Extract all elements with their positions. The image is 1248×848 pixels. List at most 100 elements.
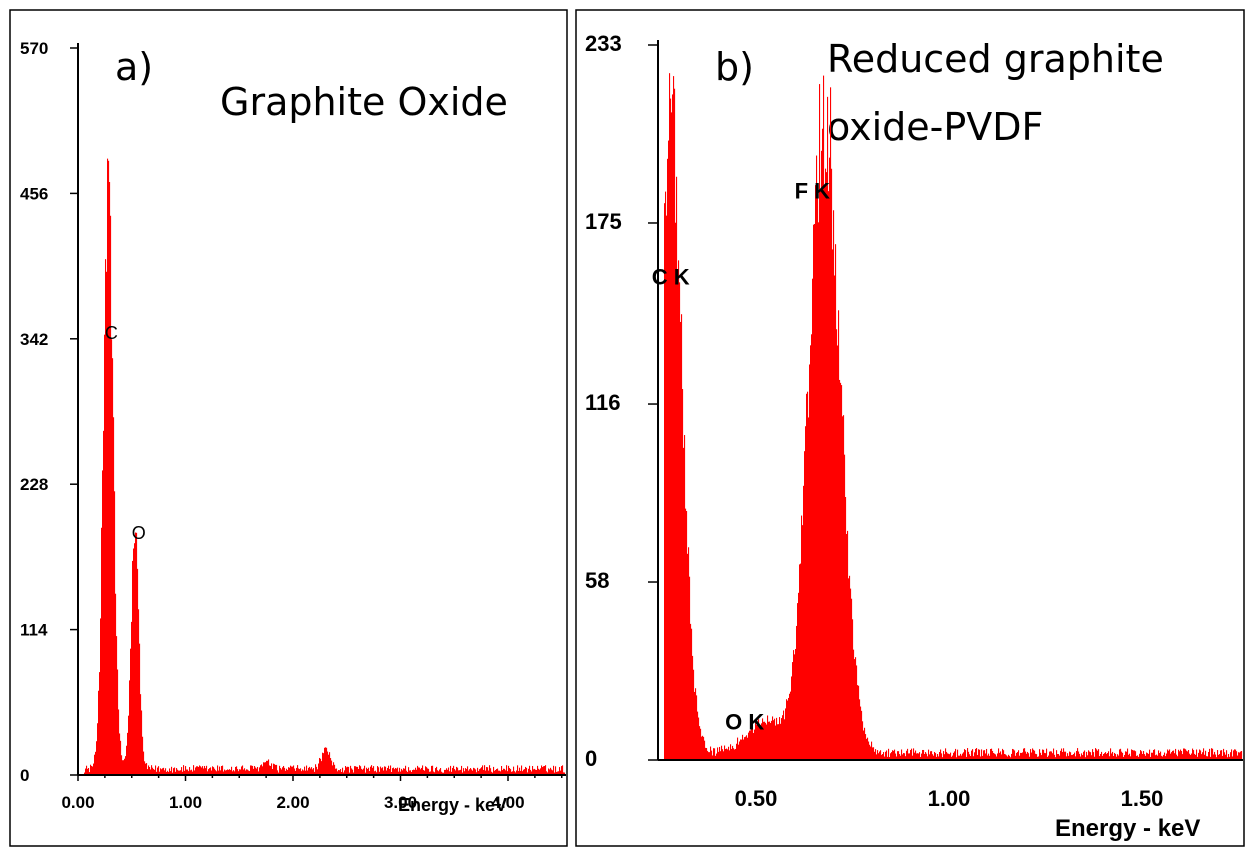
panel-b-spectrum-bar: [758, 719, 760, 760]
panel-a-spectrum-bar: [468, 770, 470, 775]
panel-b-spectrum-bar: [1097, 750, 1099, 760]
panel-b-spectrum-bar: [838, 310, 840, 760]
panel-b-spectrum-bar: [997, 753, 999, 760]
panel-b-spectrum-bar: [941, 753, 943, 760]
panel-a-spectrum-bar: [411, 772, 413, 775]
panel-a-spectrum-bar: [415, 767, 417, 775]
panel-b-spectrum-bar: [1133, 750, 1135, 760]
panel-a-spectrum-bar: [458, 770, 460, 775]
panel-a-spectrum-bar: [513, 766, 515, 775]
panel-b-spectrum-bar: [767, 715, 769, 760]
panel-a-spectrum-bar: [525, 766, 527, 775]
panel-b-spectrum-bar: [1203, 748, 1205, 760]
panel-a-x-tick-label: 3.00: [384, 793, 417, 812]
panel-b-spectrum-bar: [811, 334, 813, 760]
panel-a-spectrum-bar: [561, 766, 563, 775]
panel-b-spectrum-bar: [1224, 752, 1226, 760]
panel-a-spectrum-bar: [540, 768, 542, 775]
panel-b-spectrum-bar: [782, 715, 784, 760]
panel-b-spectrum-bar: [1125, 751, 1127, 760]
panel-b-spectrum-bar: [962, 753, 964, 760]
panel-a-spectrum-bar: [142, 736, 144, 775]
panel-a-spectrum-bar: [470, 768, 472, 775]
panel-b-spectrum-bar: [718, 751, 720, 760]
panel-b-y-tick-label: 116: [585, 390, 621, 415]
panel-b-spectrum-bar: [1148, 753, 1150, 760]
panel-a-spectrum-bar: [234, 771, 236, 775]
panel-b-spectrum-bar: [1117, 754, 1119, 760]
panel-b-spectrum-bar: [1237, 755, 1239, 760]
panel-b-spectrum-bar: [665, 191, 667, 760]
panel-a-spectrum-bar: [454, 769, 456, 775]
panel-a-spectrum-bar: [446, 768, 448, 775]
panel-a-spectrum-bar: [300, 768, 302, 775]
panel-b-spectrum-bar: [1233, 750, 1235, 760]
panel-b-spectrum-bar: [810, 345, 812, 760]
panel-a-spectrum-bar: [443, 772, 445, 775]
panel-b-spectrum-bar: [1158, 750, 1160, 760]
panel-b-spectrum-bar: [698, 717, 700, 760]
panel-b-spectrum-bar: [1099, 756, 1101, 760]
panel-b-spectrum-bar: [1172, 750, 1174, 760]
panel-b-spectrum-bar: [1085, 757, 1087, 760]
panel-a-spectrum-bar: [559, 767, 561, 775]
panel-b-spectrum-bar: [1109, 756, 1111, 760]
panel-a-spectrum-bar: [460, 769, 462, 775]
panel-b-spectrum-bar: [1207, 756, 1209, 760]
panel-a-spectrum-bar: [538, 768, 540, 775]
panel-b-spectrum-bar: [1160, 751, 1162, 760]
panel-b-spectrum-bar: [903, 753, 905, 760]
panel-a-spectrum-bar: [377, 766, 379, 775]
panel-b-spectrum-bar: [894, 749, 896, 760]
panel-a-spectrum-bar: [237, 769, 239, 775]
panel-a-spectrum-bar: [319, 757, 321, 775]
panel-a-spectrum-bar: [509, 768, 511, 775]
panel-b-spectrum-bar: [1091, 755, 1093, 760]
panel-a-spectrum-bar: [440, 768, 442, 775]
panel-b-spectrum-bar: [1132, 750, 1134, 760]
panel-b-spectrum-bar: [671, 112, 673, 760]
panel-b-spectrum-bar: [845, 496, 847, 760]
panel-b-spectrum-bar: [1211, 748, 1213, 760]
panel-b-spectrum-bar: [1139, 753, 1141, 760]
panel-a-spectrum-bar: [204, 765, 206, 775]
panel-a-spectrum-bar: [146, 763, 148, 775]
panel-b-spectrum-bar: [763, 721, 765, 760]
panel-b-y-tick-label: 0: [585, 746, 597, 771]
panel-a-spectrum-bar: [326, 747, 328, 775]
panel-a-spectrum-bar: [339, 770, 341, 775]
panel-b-y-tick-label: 58: [585, 568, 609, 593]
panel-b-spectrum-bar: [857, 685, 859, 760]
panel-a-spectrum-bar: [124, 758, 126, 775]
panel-a-spectrum-bar: [327, 751, 329, 775]
panel-a-spectrum-bar: [97, 723, 99, 775]
panel-b-spectrum-bar: [1000, 751, 1002, 760]
panel-b-spectrum-bar: [1122, 752, 1124, 760]
panel-a-spectrum-bar: [328, 754, 330, 775]
panel-b-spectrum-bar: [771, 720, 773, 760]
panel-b-spectrum-bar: [1147, 753, 1149, 760]
panel-a-spectrum-bar: [386, 770, 388, 775]
panel-a-spectrum-bar: [162, 768, 164, 775]
panel-b-spectrum-bar: [844, 454, 846, 760]
panel-a-spectrum-bar: [228, 769, 230, 775]
panel-a-spectrum-bar: [380, 766, 382, 775]
panel-a-spectrum-bar: [424, 770, 426, 775]
panel-a-spectrum-bar: [184, 770, 186, 775]
panel-a-spectrum-bar: [541, 765, 543, 775]
panel-a-spectrum-bar: [357, 766, 359, 775]
panel-b-spectrum-bar: [865, 734, 867, 760]
panel-a-spectrum-bar: [110, 215, 112, 775]
panel-a-spectrum-bar: [347, 766, 349, 775]
panel-b-spectrum-bar: [1111, 753, 1113, 760]
panel-b-spectrum-bar: [974, 752, 976, 760]
panel-a-spectrum-bar: [556, 771, 558, 775]
panel-a-spectrum-bar: [332, 765, 334, 775]
panel-b-spectrum-bar: [1236, 751, 1238, 760]
panel-b-spectrum-bar: [843, 415, 845, 760]
panel-b-spectrum-bar: [1014, 750, 1016, 760]
panel-b-spectrum-bar: [895, 753, 897, 760]
panel-b-spectrum-bar: [1161, 755, 1163, 760]
panel-a-spectrum-bar: [94, 754, 96, 775]
panel-a-spectrum-bar: [494, 770, 496, 775]
